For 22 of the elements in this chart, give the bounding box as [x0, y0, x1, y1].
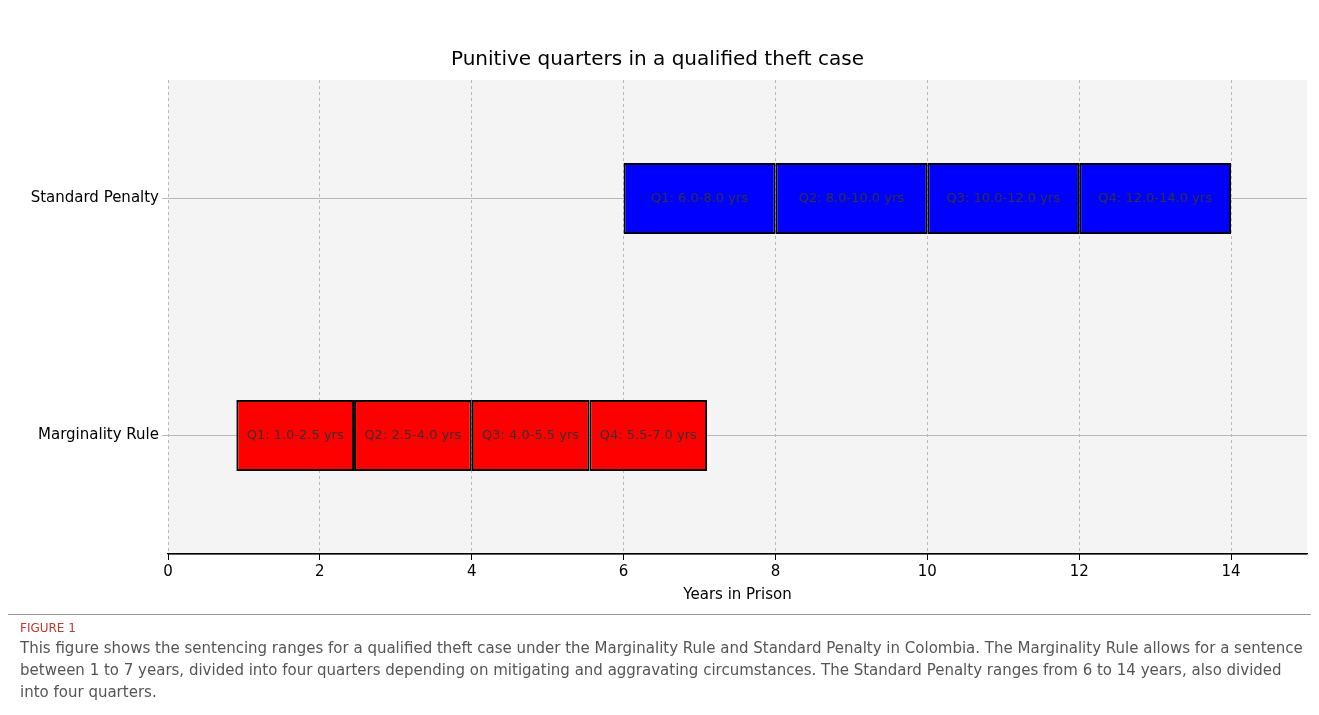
data-label: Q2: 8.0-10.0 yrs — [798, 189, 905, 205]
x-tick-label: 6 — [618, 561, 629, 580]
data-label: Q3: 4.0-5.5 yrs — [482, 426, 580, 442]
x-tick-label: 2 — [315, 561, 325, 580]
y-tick-label: Marginality Rule — [38, 425, 159, 444]
data-label: Q4: 5.5-7.0 yrs — [599, 426, 697, 442]
x-tick-label: 8 — [770, 561, 781, 580]
x-tick-label: 12 — [1069, 561, 1089, 580]
caption: FIGURE 1 — [20, 621, 77, 635]
x-tick-label: 0 — [163, 561, 173, 580]
chart-title: Punitive quarters in a qualified theft case — [450, 46, 865, 71]
data-label: Q2: 2.5-4.0 yrs — [364, 426, 462, 442]
y-tick-label: Standard Penalty — [30, 188, 160, 207]
x-tick-label: 4 — [466, 561, 477, 580]
x-tick-label: 10 — [917, 561, 937, 580]
data-label: Q1: 6.0-8.0 yrs — [651, 189, 749, 205]
data-label: Q4: 12.0-14.0 yrs — [1098, 189, 1213, 205]
text: This figure shows the sentencing ranges for a qualified theft case under the Marginality Rule and Standard Penalty in Colombia. The Marginality Rule allows for a sentence between 1 to 7 years, divided into four quarters depending on mitigating and aggravating circumstances. The Standard Penalty ranges from 6 to 14 years, also divided into four quarters. — [20, 638, 1304, 703]
data-label: Q3: 10.0-12.0 yrs — [946, 189, 1061, 205]
x-tick-label: 14 — [1221, 561, 1241, 580]
x-axis-title: Years in Prison — [682, 584, 792, 603]
data-label: Q1: 1.0-2.5 yrs — [246, 426, 344, 442]
